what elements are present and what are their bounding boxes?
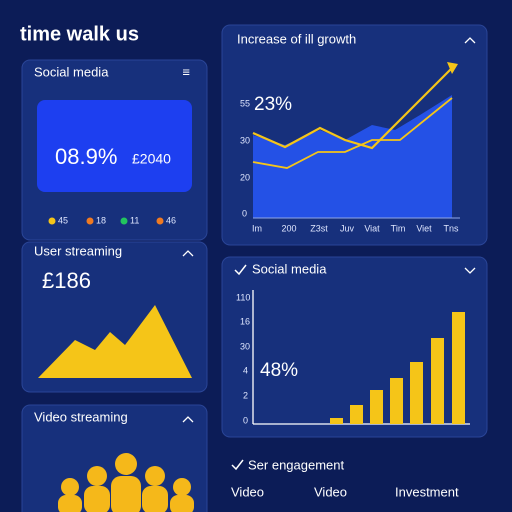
column-label: Video — [231, 484, 264, 499]
legend-dot — [120, 217, 128, 225]
x-label: Viet — [416, 223, 432, 233]
legend-dot — [156, 217, 164, 225]
section-title: Ser engagement — [248, 457, 345, 472]
legend-dot — [48, 217, 56, 225]
mountain-chart — [38, 305, 192, 378]
x-label: Im — [252, 223, 262, 233]
y-label: 0 — [243, 415, 248, 425]
y-label: 55 — [240, 98, 250, 108]
x-label: Tim — [391, 223, 406, 233]
check-icon — [234, 264, 247, 276]
y-label: 2 — [243, 390, 248, 400]
legend-label: 18 — [96, 215, 106, 225]
x-label: Tns — [443, 223, 459, 233]
legend-label: 45 — [58, 215, 68, 225]
y-label: 20 — [240, 172, 250, 182]
y-label: 30 — [240, 135, 250, 145]
legend-label: 11 — [130, 215, 139, 225]
people-icon — [58, 453, 194, 512]
check-icon — [231, 459, 244, 471]
expand-icon[interactable] — [464, 267, 476, 274]
stat: 48% — [260, 360, 298, 381]
trend-arrow — [447, 62, 458, 74]
panel-title: Social media — [252, 261, 327, 276]
bars — [330, 312, 465, 424]
panel-title: Increase of ill growth — [237, 31, 356, 46]
trend-line — [252, 97, 453, 169]
amount: £186 — [42, 268, 91, 293]
panel-title: Social media — [34, 64, 109, 79]
x-label: Z3st — [310, 223, 328, 233]
collapse-icon[interactable] — [182, 250, 194, 257]
x-label: Viat — [364, 223, 380, 233]
dashboard-title: time walk us — [20, 23, 139, 45]
panel-title: Video streaming — [34, 409, 128, 424]
y-label: 0 — [242, 208, 247, 218]
y-label: 4 — [243, 365, 248, 375]
area-chart — [253, 95, 452, 218]
menu-icon[interactable]: ≡ — [182, 64, 190, 79]
y-label: 30 — [240, 341, 250, 351]
column-label: Video — [314, 484, 347, 499]
stat: 08.9% — [55, 144, 117, 169]
column-label: Investment — [395, 484, 459, 499]
legend-dot — [86, 217, 94, 225]
legend-label: 46 — [166, 215, 176, 225]
x-label: 200 — [281, 223, 296, 233]
amount: £2040 — [132, 151, 171, 167]
stat: 23% — [254, 94, 292, 115]
collapse-icon[interactable] — [182, 416, 194, 423]
y-label: 16 — [240, 316, 250, 326]
panel-title: User streaming — [34, 243, 122, 258]
y-label: 110 — [236, 292, 250, 302]
x-label: Juv — [340, 223, 355, 233]
highlight-card — [37, 100, 192, 192]
collapse-icon[interactable] — [464, 37, 476, 44]
trend-line — [252, 64, 456, 150]
